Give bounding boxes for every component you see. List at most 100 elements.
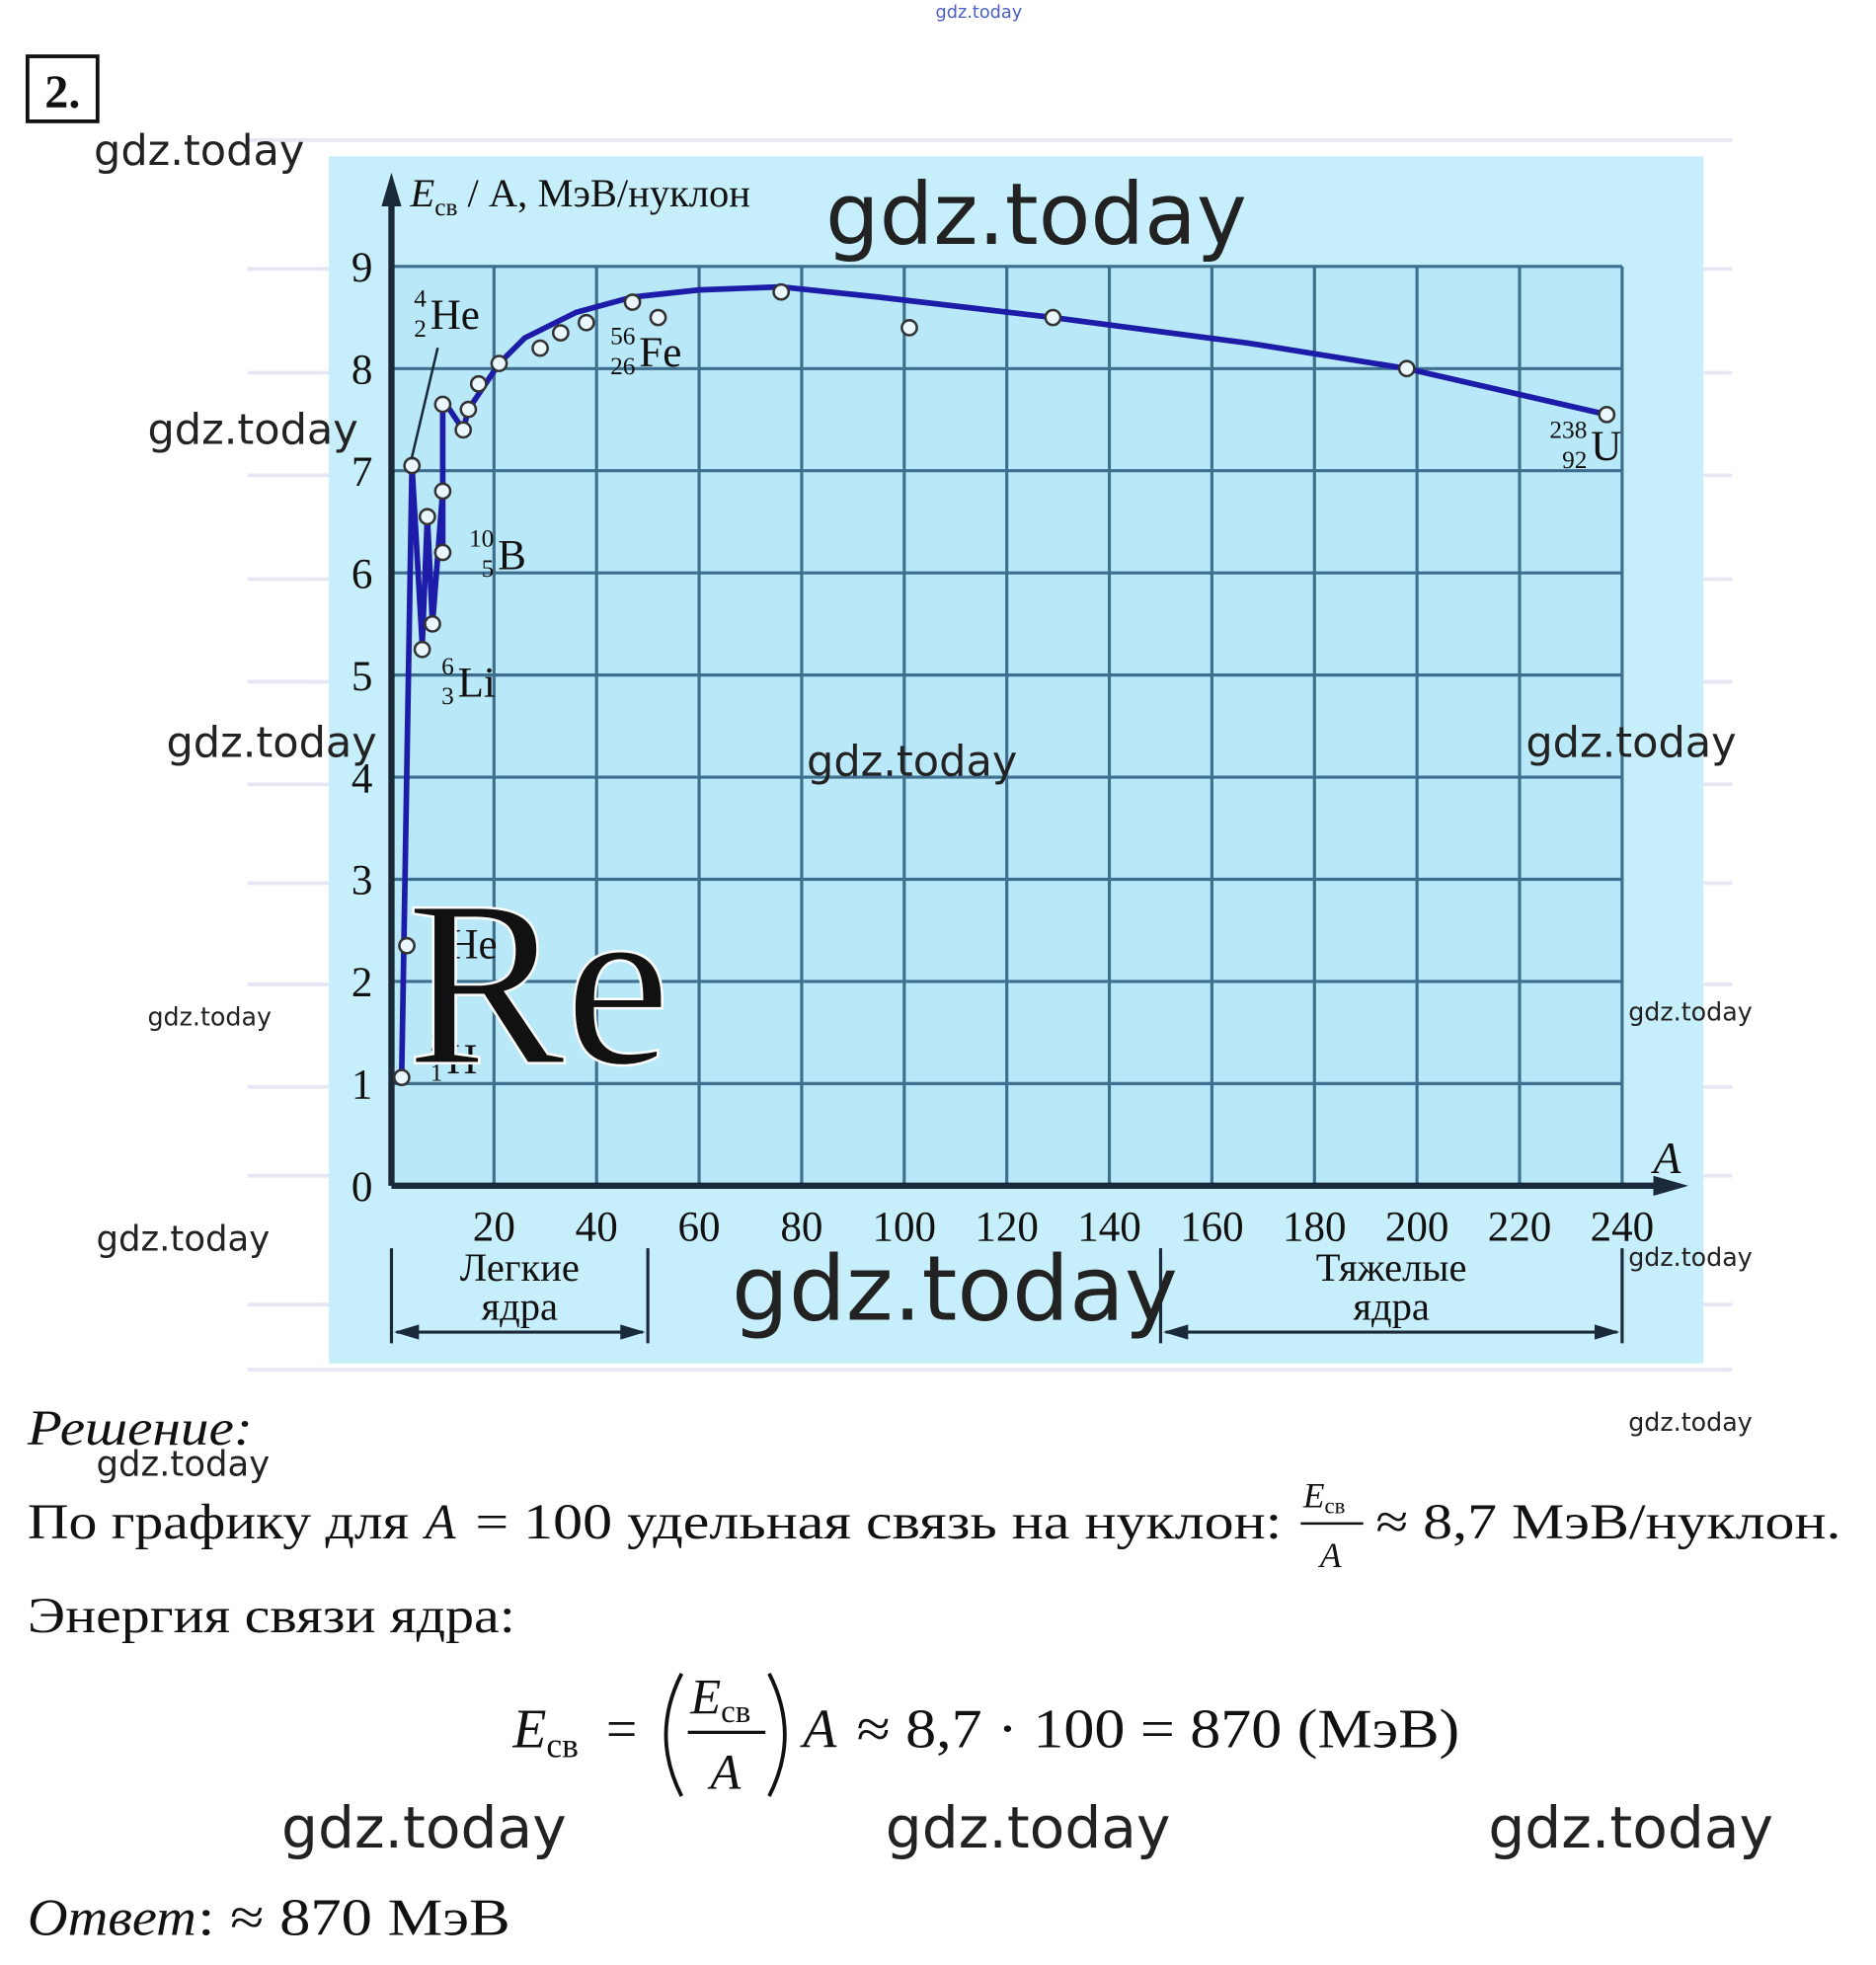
y-axis-label: Eсв / A, МэВ/нуклон (409, 171, 749, 221)
watermark: gdz.today (1488, 1794, 1773, 1861)
watermarks: gdz.today gdz.today gdz.today gdz.today gdz.… (94, 3, 1773, 1861)
y-tick-label: 3 (352, 858, 373, 904)
symbol: E (1302, 1475, 1325, 1515)
isotope-charge: 5 (482, 555, 495, 583)
x-tick-label: 200 (1385, 1205, 1449, 1251)
variable: A (799, 1699, 837, 1761)
y-tick-label: 1 (352, 1062, 373, 1109)
isotope-mass: 3 (431, 914, 444, 942)
symbol: E (409, 171, 434, 215)
watermark: gdz.today (97, 1219, 271, 1260)
symbol: E (511, 1699, 546, 1761)
x-tick-label: 60 (678, 1205, 721, 1251)
fraction-numerator: Eсв (689, 1669, 750, 1730)
paren-right (767, 1672, 787, 1797)
data-point (490, 354, 508, 372)
answer-label: Ответ (28, 1889, 196, 1947)
axis-arrow (381, 172, 402, 207)
isotope-charge: 92 (1562, 446, 1587, 474)
isotope-charge: 3 (441, 682, 454, 710)
x-tick-label: 160 (1180, 1205, 1244, 1251)
subscript: св (546, 1726, 578, 1766)
y-tick-label: 4 (352, 755, 373, 802)
watermark: gdz.today (886, 1794, 1171, 1861)
axis-arrow (1653, 1175, 1688, 1196)
watermark: gdz.today (147, 406, 357, 455)
isotope-charge: 2 (414, 315, 427, 343)
solution-heading: Решение: (27, 1400, 253, 1455)
fraction-denominator: A (1318, 1535, 1342, 1575)
watermark: gdz.today (807, 737, 1017, 786)
watermark: gdz.today (94, 126, 304, 176)
isotope-mass: 4 (414, 284, 427, 312)
isotope-mass: 10 (469, 525, 494, 553)
x-axis-label: A (1651, 1133, 1681, 1183)
watermark: gdz.today (281, 1794, 567, 1861)
isotope-symbol: He (447, 921, 497, 968)
x-tick-label: 220 (1488, 1205, 1552, 1251)
data-point (398, 936, 416, 955)
fraction-numerator: Eсв (1302, 1475, 1346, 1518)
isotope-charge: 2 (431, 944, 444, 972)
text: По графику для (28, 1494, 409, 1549)
symbol: E (689, 1669, 721, 1724)
data-point (418, 508, 436, 526)
isotope-symbol: Fe (639, 330, 681, 376)
problem-number: 2. (44, 66, 80, 118)
x-tick-label: 240 (1591, 1205, 1655, 1251)
watermark: gdz.today (935, 3, 1022, 23)
data-point (413, 640, 431, 659)
data-point (551, 324, 570, 342)
isotope-symbol: Li (458, 661, 496, 707)
formula-rhs: ≈ 8,7 · 100 = 870 (МэВ) (857, 1699, 1460, 1761)
region-label: ядра (1353, 1284, 1430, 1328)
isotope-symbol: H (446, 1037, 477, 1083)
isotope-mass: 6 (441, 653, 454, 680)
overlay-text: Re (407, 853, 670, 1116)
y-tick-label: 9 (352, 245, 373, 291)
y-tick-label: 2 (352, 960, 373, 1006)
x-tick-label: 20 (473, 1205, 515, 1251)
isotope-mass: 2 (430, 1029, 443, 1057)
subscript: св (434, 194, 457, 221)
leader-line (410, 347, 439, 460)
data-point (392, 1068, 411, 1087)
region-label: ядра (482, 1284, 559, 1328)
data-point (900, 319, 918, 337)
x-tick-label: 140 (1077, 1205, 1141, 1251)
x-tick-label: 120 (975, 1205, 1039, 1251)
isotope-symbol: U (1591, 424, 1621, 470)
text: ≈ 8,7 МэВ/нуклон. (1375, 1494, 1840, 1549)
watermark: gdz.today (825, 166, 1247, 265)
formula-lhs: Eсв (511, 1699, 579, 1766)
data-point (623, 293, 642, 311)
data-point (577, 313, 595, 332)
answer-text: : ≈ 870 МэВ (197, 1889, 510, 1947)
watermark: gdz.today (732, 1235, 1178, 1341)
isotope-mass: 238 (1549, 416, 1587, 443)
x-tick-label: 80 (780, 1205, 822, 1251)
text: Энергия связи ядра: (28, 1588, 515, 1643)
y-tick-label: 6 (352, 551, 373, 597)
region-label: Легкие (460, 1245, 580, 1290)
watermark: gdz.today (1628, 1407, 1753, 1437)
y-tick-label: 7 (352, 449, 373, 496)
variable: A (423, 1494, 457, 1549)
x-tick-label: 100 (873, 1205, 937, 1251)
equals: = (606, 1699, 637, 1761)
fraction-denominator: A (707, 1744, 742, 1799)
subscript: св (1325, 1494, 1346, 1519)
problem-box (25, 54, 100, 123)
y-tick-label: 5 (352, 654, 373, 700)
x-tick-label: 180 (1283, 1205, 1347, 1251)
data-point (772, 282, 791, 301)
watermark: gdz.today (1525, 718, 1736, 767)
data-point (469, 374, 488, 393)
isotope-symbol: B (498, 532, 526, 579)
text: = 100 удельная связь на нуклон: (475, 1494, 1282, 1549)
watermark: gdz.today (1628, 1242, 1753, 1272)
y-tick-label: 0 (352, 1164, 373, 1211)
